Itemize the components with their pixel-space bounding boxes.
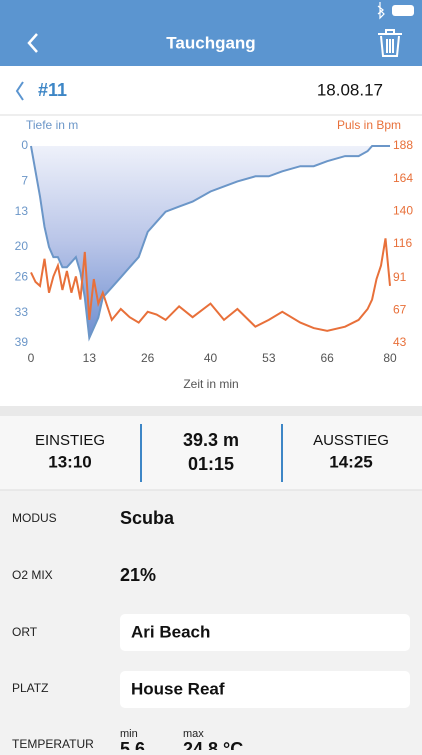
- y-tick-label: 7: [21, 174, 28, 188]
- field-value: House Reaf: [131, 679, 225, 698]
- min-label: min: [120, 728, 138, 740]
- y-axis-title: Tiefe in m: [26, 118, 78, 132]
- y2-tick-label: 188: [393, 138, 413, 152]
- x-tick-label: 0: [28, 351, 35, 365]
- field-label: O2 MIX: [12, 568, 53, 582]
- separator: [0, 406, 422, 416]
- y-tick-label: 0: [21, 138, 28, 152]
- min-temp: 5.6: [120, 739, 145, 750]
- x-tick-label: 40: [204, 351, 218, 365]
- battery-icon: [392, 5, 414, 16]
- x-axis-title: Zeit in min: [183, 377, 238, 391]
- input-box[interactable]: [120, 671, 410, 708]
- y2-tick-label: 164: [393, 171, 413, 185]
- x-tick-label: 80: [383, 351, 397, 365]
- entry-label: EINSTIEG: [35, 432, 105, 449]
- stats-panel: [0, 416, 422, 490]
- max-temp: 24.8 °C: [183, 739, 243, 750]
- nav-bar: [0, 0, 422, 66]
- delete-button[interactable]: [378, 29, 402, 57]
- back-button[interactable]: [27, 33, 38, 53]
- depth-area: [31, 146, 390, 338]
- nav-title: Tauchgang: [166, 33, 255, 52]
- exit-time: 14:25: [329, 452, 372, 471]
- y2-tick-label: 140: [393, 203, 413, 217]
- bluetooth-icon: [377, 2, 385, 20]
- field-value: Ari Beach: [131, 622, 210, 641]
- y2-tick-label: 91: [393, 270, 407, 284]
- field-label: PLATZ: [12, 681, 48, 695]
- duration: 01:15: [188, 454, 234, 474]
- x-tick-label: 26: [141, 351, 155, 365]
- y-tick-label: 13: [15, 204, 29, 218]
- field-value: 21%: [120, 565, 156, 585]
- y2-axis-title: Puls in Bpm: [337, 118, 401, 132]
- field-label: TEMPERATUR: [12, 737, 94, 750]
- field-value: Scuba: [120, 508, 175, 528]
- x-tick-label: 53: [262, 351, 276, 365]
- entry-time: 13:10: [48, 452, 91, 471]
- dive-number: #11: [38, 80, 67, 100]
- y-tick-label: 33: [15, 305, 29, 319]
- y-tick-label: 26: [15, 270, 29, 284]
- prev-button[interactable]: [15, 81, 24, 101]
- x-tick-label: 13: [83, 351, 97, 365]
- exit-label: AUSSTIEG: [313, 432, 389, 449]
- y2-tick-label: 116: [393, 236, 412, 250]
- max-label: max: [183, 728, 204, 740]
- pulse-line: [30, 238, 391, 332]
- field-label: ORT: [12, 625, 38, 639]
- y-tick-label: 20: [15, 239, 29, 253]
- dive-date: 18.08.17: [317, 80, 383, 99]
- input-box[interactable]: [120, 614, 410, 651]
- y-tick-label: 39: [15, 335, 29, 349]
- y2-tick-label: 67: [393, 303, 407, 317]
- field-label: MODUS: [12, 511, 57, 525]
- depth-line: [30, 145, 390, 342]
- x-tick-label: 66: [320, 351, 334, 365]
- max-depth: 39.3 m: [183, 430, 239, 450]
- y2-tick-label: 43: [393, 335, 407, 349]
